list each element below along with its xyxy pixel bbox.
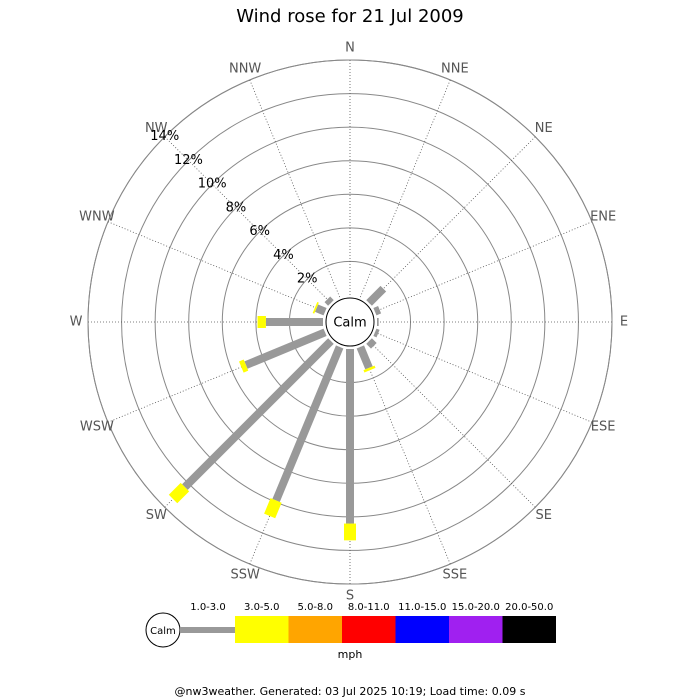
spoke [359,79,451,298]
legend-swatch [235,616,289,643]
spoke [107,221,326,313]
direction-label: WSW [80,419,114,434]
bar-segment [366,338,377,349]
legend-label: 5.0-8.0 [298,602,333,613]
bar-segment [272,345,344,503]
spoke [374,221,593,313]
unit-label: mph [338,648,363,661]
bar-segment [182,338,334,490]
legend-calm-label: Calm [150,626,176,637]
legend-swatch [342,616,396,643]
legend-label: 11.0-15.0 [398,602,446,613]
r-tick-label: 4% [273,248,294,263]
bar-segment [373,328,380,338]
direction-label: SW [146,508,167,523]
direction-label: WNW [79,210,115,225]
legend-label: 1.0-3.0 [190,602,225,613]
r-tick-label: 14% [150,129,179,144]
legend-swatch [395,616,449,643]
direction-label: W [70,315,83,330]
spoke [359,346,451,565]
direction-label: SE [536,508,552,523]
direction-label: NE [535,121,553,136]
legend-swatch [502,616,556,643]
direction-label: NNW [229,61,261,76]
r-tick-label: 6% [249,224,270,239]
bar-segment [324,296,334,306]
legend-label: 20.0-50.0 [505,602,553,613]
bar-segment [264,498,282,519]
chart-title: Wind rose for 21 Jul 2009 [236,6,464,27]
spoke [368,136,536,304]
calm-label: Calm [333,316,366,331]
legend-swatch [288,616,342,643]
direction-label: S [346,589,354,604]
footer: @nw3weather. Generated: 03 Jul 2025 10:1… [175,685,526,698]
legend-label: 15.0-20.0 [452,602,500,613]
bar-segment [168,482,190,504]
direction-label: ENE [590,210,616,225]
spoke [249,79,341,298]
bar-segment [239,359,249,373]
bar-segment [366,285,387,306]
direction-label: E [620,315,628,330]
direction-label: NNE [441,61,469,76]
direction-label: ESE [591,419,616,434]
spoke [368,340,536,508]
r-tick-label: 8% [226,200,247,215]
calm-circle [325,297,375,347]
bar-segment [244,328,327,369]
legend-swatch [449,616,503,643]
direction-label: SSE [442,568,467,583]
spoke [164,136,332,304]
bar-segment [363,365,376,373]
legend-label: 8.0-11.0 [348,602,390,613]
direction-label: N [345,41,355,56]
r-tick-label: 10% [198,177,227,192]
spoke [374,331,593,423]
r-tick-label: 12% [174,153,203,168]
bar-segment [373,306,382,316]
legend-label: 3.0-5.0 [244,602,279,613]
bar-segment [356,345,373,370]
direction-label: NW [145,121,168,136]
r-tick-label: 2% [297,272,318,287]
bar-segment [312,301,319,314]
direction-label: SSW [230,568,260,583]
bar-segment [314,304,327,316]
